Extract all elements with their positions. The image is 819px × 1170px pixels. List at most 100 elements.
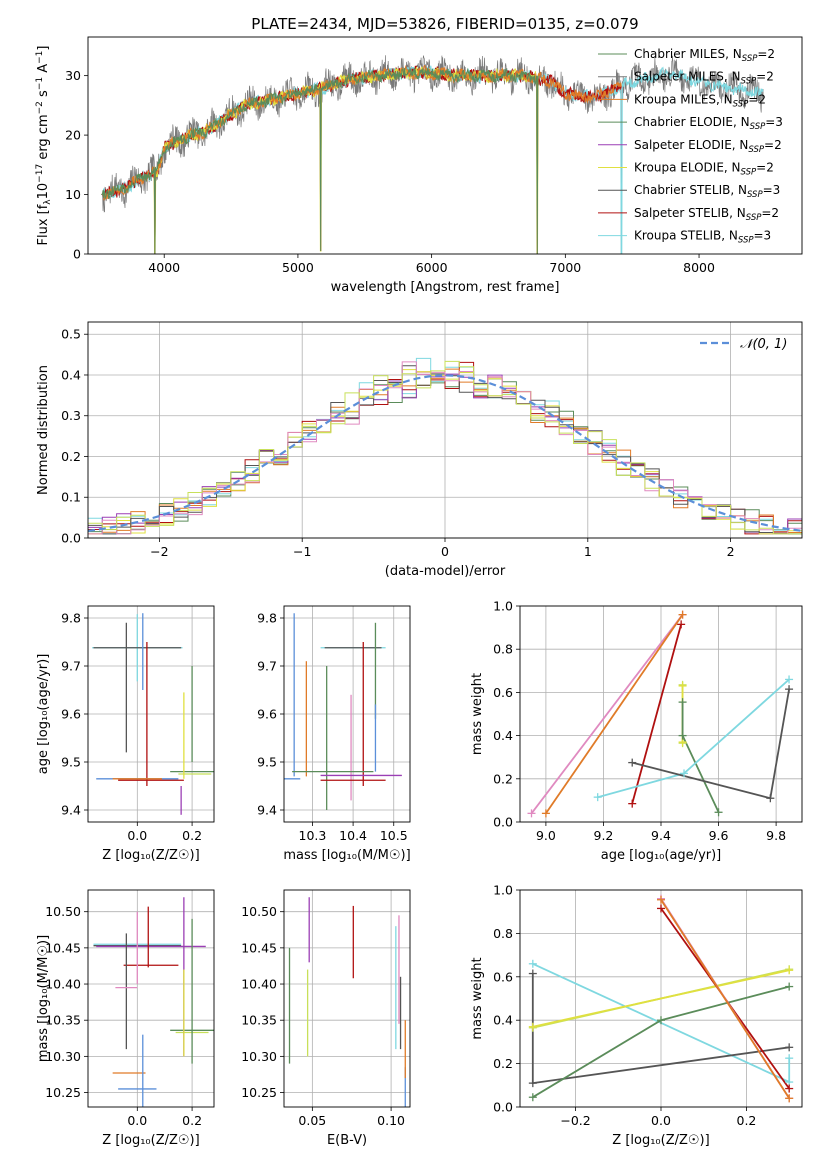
- spectrum-ytick-label: 30: [65, 68, 81, 83]
- spectrum-legend-label: Kroupa MILES, NSSP=2: [634, 92, 766, 109]
- spectrum-ylabel-part: 10: [36, 183, 51, 200]
- residuals-ytick-label: 0.3: [61, 408, 81, 423]
- age-z-ytick-label: 9.4: [61, 803, 81, 818]
- weight-z-axes: −0.2 0.0 0.2 0.0 0.2 0.4 0.6 0.8 1.0 Z [log₁₀(Z/Z…: [493, 883, 803, 1148]
- mass-z-ytick-label: 10.50: [45, 904, 81, 919]
- age-z-xtick-label: 0.2: [182, 828, 202, 843]
- weight-z-series-line: [532, 969, 790, 1028]
- residuals-frame: [87, 321, 803, 539]
- spectrum-legend: Chabrier MILES, NSSP=2 Salpeter MILES, NS…: [598, 47, 783, 246]
- residuals-xtick-label: 1: [584, 544, 592, 559]
- mass-z-xtick-label: 0.2: [182, 1113, 202, 1128]
- weight-age-marker: [678, 731, 687, 740]
- weight-age-marker: [677, 620, 686, 629]
- residuals-axes: −2 −1 0 1 2 0.0 0.1 0.2 0.3 0.4 0.5 (data-model)/er…: [61, 321, 803, 579]
- weight-age-ytick-label: 0.4: [493, 728, 513, 743]
- spectrum-ylabel: Flux [fλ10−17 erg cm−2 s−1 A−1]: [35, 46, 53, 246]
- weight-age-plot: [530, 614, 790, 814]
- weight-age-series-line: [631, 624, 682, 804]
- spectrum-ylabel-part: ]: [36, 46, 51, 51]
- age-z-ylabel: age [log₁₀(age/yr)]: [36, 654, 51, 775]
- spectrum-xtick-label: 4000: [148, 260, 180, 275]
- weight-age-xtick-label: 9.0: [536, 828, 556, 843]
- age-mass-ytick-label: 9.6: [257, 707, 277, 722]
- weight-age-xtick-label: 9.4: [651, 828, 671, 843]
- spectrum-legend-label: Kroupa ELODIE, NSSP=2: [634, 161, 774, 178]
- weight-z-marker: [785, 966, 794, 975]
- weight-age-ytick-label: 0.8: [493, 642, 513, 657]
- residuals-ytick-label: 0.0: [61, 531, 81, 546]
- age-mass-ytick-label: 9.4: [257, 803, 277, 818]
- spectrum-ylabel-part: −17: [35, 164, 45, 183]
- mass-ebv-xlabel: E(B-V): [327, 1133, 367, 1148]
- age-z-ytick-label: 9.5: [61, 755, 81, 770]
- age-mass-xtick-label: 10.3: [299, 828, 327, 843]
- age-z-axes: 0.0 0.2 9.4 9.5 9.6 9.7 9.8 Z [log₁₀(Z/Z☉)]: [61, 605, 215, 863]
- spectrum-data-line: [101, 55, 764, 254]
- spectrum-ytick-label: 0: [73, 247, 81, 262]
- age-z-frame: [87, 605, 215, 823]
- mass-z-ytick-label: 10.45: [45, 940, 81, 955]
- weight-age-series-line: [681, 702, 720, 813]
- residuals-xtick-label: −2: [150, 544, 168, 559]
- weight-age-xtick-label: 9.8: [766, 828, 786, 843]
- weight-z-marker: [528, 1093, 537, 1102]
- age-mass-ytick-label: 9.5: [257, 755, 277, 770]
- age-mass-ytick-label: 9.8: [257, 611, 277, 626]
- spectrum-legend-label: Kroupa STELIB, NSSP=3: [634, 229, 771, 246]
- age-z-grid: [88, 606, 214, 822]
- mass-ebv-ytick-label: 10.35: [241, 1013, 277, 1028]
- weight-age-marker: [628, 758, 637, 767]
- mass-ebv-plot: [288, 897, 406, 1107]
- weight-age-marker: [678, 610, 687, 619]
- residuals-ytick-label: 0.5: [61, 327, 81, 342]
- spectrum-xtick-label: 5000: [282, 260, 314, 275]
- weight-z-ytick-label: 0.2: [493, 1056, 513, 1071]
- residuals-xtick-label: 0: [441, 544, 449, 559]
- spectrum-ytick-label: 20: [65, 128, 81, 143]
- mass-ebv-grid: [284, 890, 410, 1107]
- mass-z-ytick-label: 10.25: [45, 1085, 81, 1100]
- residuals-ytick-label: 0.2: [61, 449, 81, 464]
- mass-ebv-ytick-label: 10.25: [241, 1085, 277, 1100]
- residuals-ytick-label: 0.4: [61, 367, 81, 382]
- mass-z-ytick-label: 10.40: [45, 977, 81, 992]
- age-z-ytick-label: 9.8: [61, 611, 81, 626]
- mass-z-xlabel: Z [log₁₀(Z/Z☉)]: [102, 1133, 199, 1148]
- spectrum-model-line: [150, 66, 540, 254]
- weight-z-ytick-label: 0.0: [493, 1100, 513, 1115]
- spectrum-ylabel-part: Flux [f: [36, 204, 51, 245]
- weight-age-ytick-label: 0.6: [493, 685, 513, 700]
- spectrum-ylabel-part: erg cm: [36, 114, 51, 163]
- spectrum-xtick-label: 6000: [416, 260, 448, 275]
- age-mass-frame: [283, 605, 411, 823]
- spectrum-legend-label: Chabrier STELIB, NSSP=3: [634, 183, 780, 200]
- residuals-xlabel: (data-model)/error: [385, 564, 506, 579]
- weight-z-marker: [785, 1094, 794, 1103]
- weight-age-frame: [519, 605, 803, 823]
- age-mass-xlabel: mass [log₁₀(M/M☉)]: [283, 848, 410, 863]
- weight-age-marker: [680, 769, 689, 778]
- spectrum-ylabel-part: −1: [35, 51, 45, 64]
- weight-z-ytick-label: 0.4: [493, 1013, 513, 1028]
- age-mass-xtick-label: 10.4: [339, 828, 367, 843]
- age-z-ytick-label: 9.7: [61, 659, 81, 674]
- mass-z-xtick-label: 0.0: [127, 1113, 147, 1128]
- weight-age-xtick-label: 9.6: [709, 828, 729, 843]
- weight-age-xlabel: age [log₁₀(age/yr)]: [601, 848, 722, 863]
- mass-z-frame: [87, 889, 215, 1108]
- spectrum-legend-label: Salpeter STELIB, NSSP=2: [634, 206, 779, 223]
- weight-age-marker: [785, 685, 794, 694]
- weight-age-ylabel: mass weight: [470, 673, 485, 755]
- weight-z-frame: [519, 889, 803, 1108]
- spectrum-frame: [87, 36, 803, 255]
- spectrum-ylabel-part: −2: [35, 101, 45, 114]
- residuals-legend: 𝒩(0, 1): [700, 337, 787, 352]
- spectrum-ytick-label: 10: [65, 187, 81, 202]
- weight-z-marker: [785, 1054, 794, 1063]
- spectrum-legend-label: Salpeter MILES, NSSP=2: [634, 70, 774, 87]
- weight-z-marker: [528, 959, 537, 968]
- spectrum-xtick-label: 8000: [683, 260, 715, 275]
- residual-histogram: [88, 360, 802, 535]
- weight-z-xtick-label: −0.2: [560, 1113, 590, 1128]
